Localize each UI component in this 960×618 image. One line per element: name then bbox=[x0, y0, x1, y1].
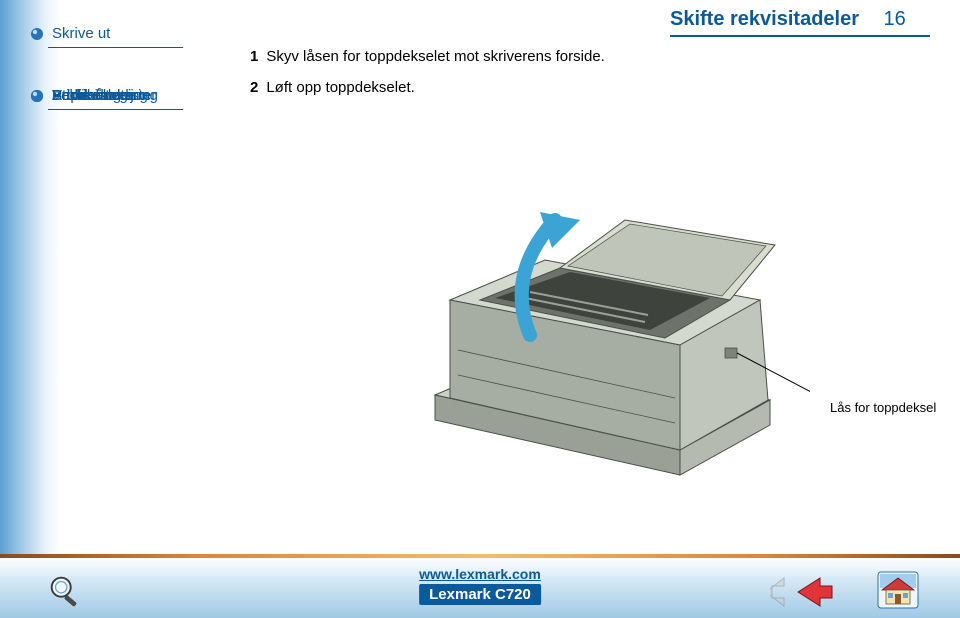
sidebar-nav: Skrive ut Bruke farger Papirhåndtering V… bbox=[30, 25, 230, 87]
search-icon[interactable] bbox=[46, 572, 84, 610]
page-header: Skifte rekvisitadeler 16 bbox=[670, 8, 930, 37]
callout-text: Lås for toppdeksel bbox=[830, 400, 936, 415]
page-title: Skifte rekvisitadeler bbox=[670, 8, 859, 31]
step-text: Skyv låsen for toppdekselet mot skrivere… bbox=[266, 48, 604, 65]
header-rule bbox=[670, 35, 930, 37]
page-number: 16 bbox=[883, 8, 905, 30]
sidebar-label: Skrive ut bbox=[52, 25, 110, 42]
footer-url-link[interactable]: www.lexmark.com bbox=[419, 566, 541, 582]
page-footer: www.lexmark.com Lexmark C720 bbox=[0, 554, 960, 618]
home-icon[interactable] bbox=[876, 570, 920, 610]
footer-product-label: Lexmark C720 bbox=[419, 584, 541, 605]
instruction-steps: 1 Skyv låsen for toppdekselet mot skriver… bbox=[250, 48, 650, 110]
nav-arrows bbox=[770, 572, 850, 612]
step-2: 2 Løft opp toppdekselet. bbox=[250, 79, 650, 96]
step-number: 1 bbox=[250, 48, 258, 65]
step-number: 2 bbox=[250, 79, 258, 96]
sidebar-rule bbox=[48, 109, 183, 110]
illustration-callout: Lås for toppdeksel bbox=[830, 400, 936, 415]
back-arrow-icon[interactable] bbox=[798, 578, 832, 606]
step-text: Løft opp toppdekselet. bbox=[266, 79, 414, 96]
footer-center: www.lexmark.com Lexmark C720 bbox=[419, 566, 541, 605]
forward-arrow-icon[interactable] bbox=[770, 578, 784, 606]
bullet-icon bbox=[30, 27, 44, 41]
sidebar-rule bbox=[48, 47, 183, 48]
bullet-icon bbox=[30, 89, 44, 103]
step-1: 1 Skyv låsen for toppdekselet mot skriver… bbox=[250, 48, 650, 65]
printer-illustration bbox=[380, 150, 810, 480]
sidebar-label: Stikkordregister bbox=[52, 87, 156, 104]
